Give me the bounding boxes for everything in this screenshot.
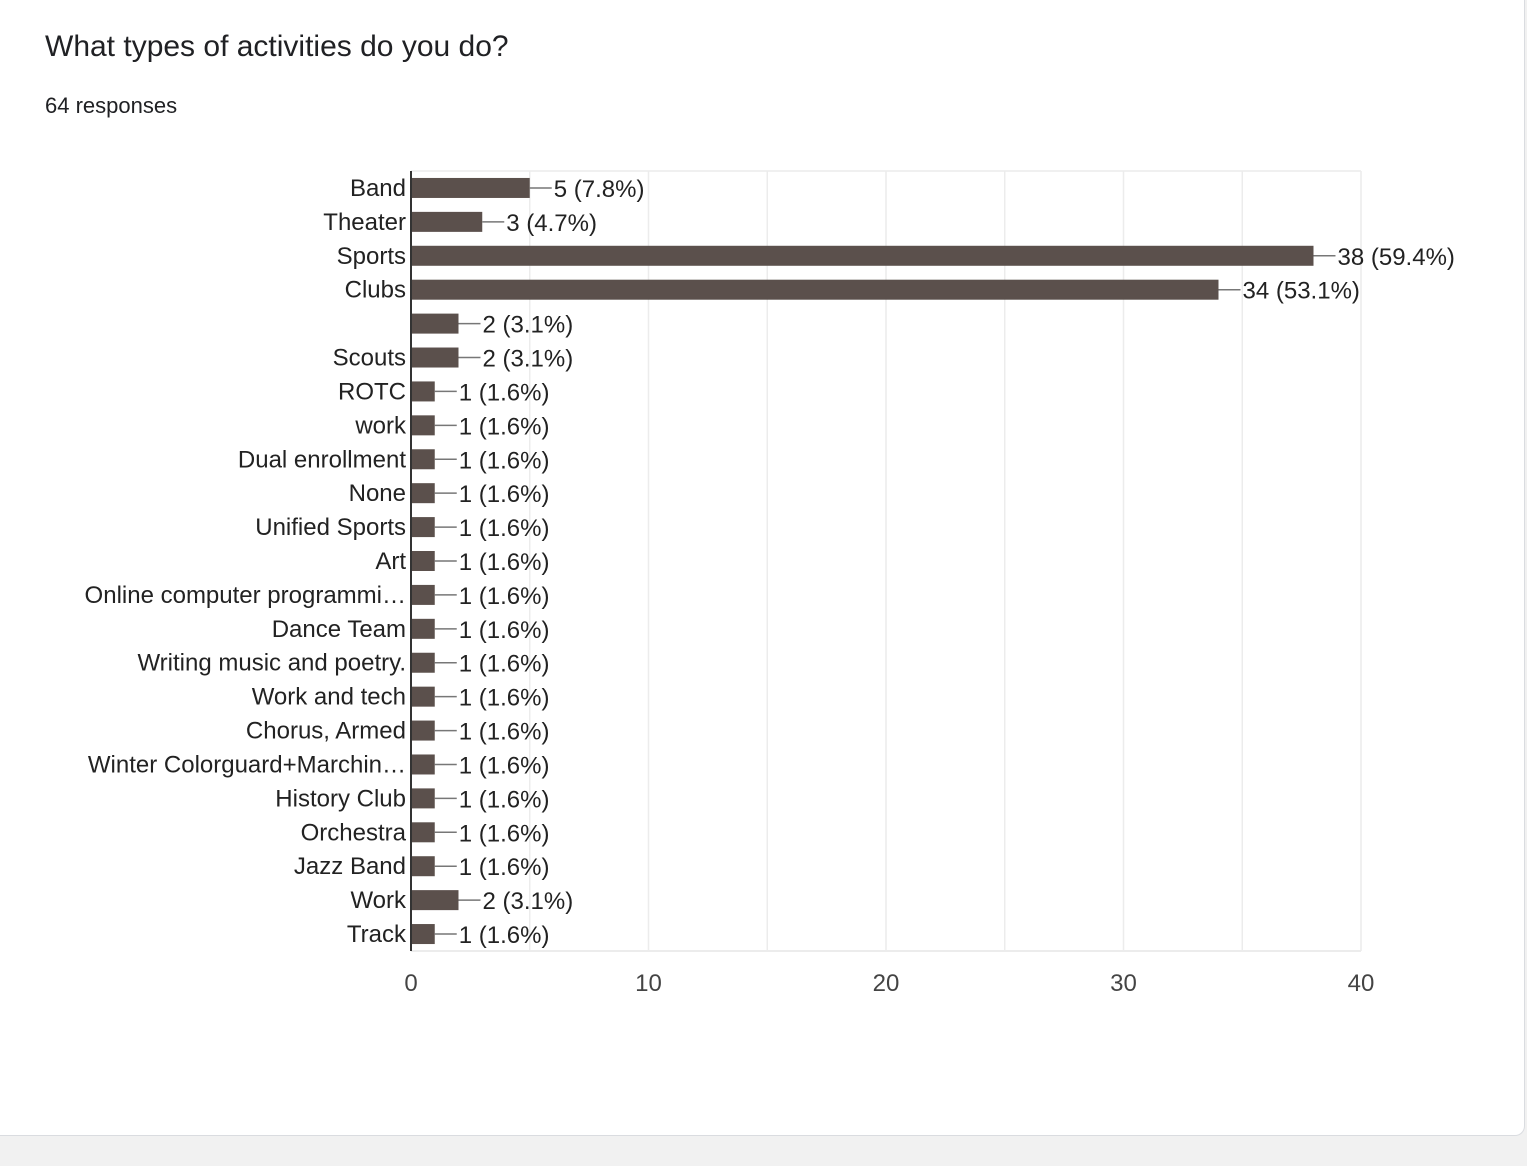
value-label: 38 (59.4%) [1338, 244, 1455, 271]
x-tick-label: 40 [1348, 970, 1375, 997]
bar [411, 313, 459, 334]
value-label: 1 (1.6%) [459, 413, 550, 440]
category-label: Work [350, 887, 407, 914]
category-label: History Club [275, 785, 406, 812]
category-label: Work and tech [252, 684, 406, 711]
bar [411, 449, 435, 470]
value-label: 1 (1.6%) [459, 481, 550, 508]
bar [411, 720, 435, 741]
category-label: Band [350, 175, 406, 202]
value-label: 1 (1.6%) [459, 447, 550, 474]
bar [411, 584, 435, 605]
category-label: Art [375, 548, 406, 575]
value-label: 5 (7.8%) [554, 176, 645, 203]
value-label: 1 (1.6%) [459, 719, 550, 746]
bar [411, 551, 435, 571]
bar [411, 686, 435, 707]
x-tick-label: 20 [873, 970, 900, 997]
value-label: 2 (3.1%) [483, 346, 574, 373]
category-label: Writing music and poetry. [137, 650, 406, 677]
bar [411, 924, 435, 945]
category-label: Jazz Band [294, 853, 406, 880]
category-label: Orchestra [301, 819, 407, 846]
category-label: Theater [323, 209, 406, 236]
category-label: Scouts [333, 345, 406, 372]
value-label: 1 (1.6%) [459, 752, 550, 779]
value-label: 1 (1.6%) [459, 922, 550, 949]
x-tick-label: 10 [635, 970, 662, 997]
value-label: 2 (3.1%) [483, 312, 574, 339]
category-label: None [349, 480, 406, 507]
category-label: Chorus, Armed [246, 718, 406, 745]
bar [411, 177, 530, 198]
response-count: 64 responses [45, 93, 178, 118]
bar [411, 415, 435, 436]
value-label: 1 (1.6%) [459, 854, 550, 881]
bar [411, 788, 435, 809]
value-label: 1 (1.6%) [459, 786, 550, 813]
bar [411, 754, 435, 775]
bar [411, 618, 435, 639]
bar [411, 245, 1314, 266]
category-label: Unified Sports [255, 514, 406, 541]
bar [411, 211, 483, 232]
bar [411, 517, 435, 538]
bar [411, 652, 435, 673]
category-label: Sports [337, 243, 406, 270]
value-label: 1 (1.6%) [459, 617, 550, 644]
value-label: 3 (4.7%) [506, 210, 597, 237]
value-label: 1 (1.6%) [459, 515, 550, 542]
question-title: What types of activities do you do? [45, 30, 509, 63]
bar [411, 279, 1219, 300]
category-label: Online computer programmi… [85, 582, 406, 609]
bar [411, 856, 435, 877]
category-label: ROTC [338, 378, 406, 405]
category-label: Track [347, 921, 407, 948]
bar-chart: Band 5 (7.8%) Theater 3 (4.7%) Sports 38 (59.… [85, 170, 1455, 997]
category-label: Dual enrollment [238, 446, 406, 473]
bar [411, 822, 435, 843]
value-label: 34 (53.1%) [1243, 278, 1360, 305]
category-label: Winter Colorguard+Marchin… [88, 751, 406, 778]
x-tick-label: 30 [1110, 970, 1137, 997]
bar [411, 890, 459, 911]
bar [411, 347, 459, 368]
category-label: work [354, 412, 407, 439]
bar [411, 483, 435, 504]
value-label: 1 (1.6%) [459, 685, 550, 712]
bar [411, 381, 435, 402]
category-label: Dance Team [272, 616, 406, 643]
value-label: 1 (1.6%) [459, 651, 550, 678]
x-tick-label: 0 [404, 970, 417, 997]
value-label: 1 (1.6%) [459, 549, 550, 576]
value-label: 1 (1.6%) [459, 583, 550, 610]
chart-card: What types of activities do you do? 64 r… [0, 0, 1525, 1136]
value-label: 1 (1.6%) [459, 820, 550, 847]
category-label: Clubs [345, 277, 406, 304]
value-label: 2 (3.1%) [483, 888, 574, 915]
value-label: 1 (1.6%) [459, 379, 550, 406]
